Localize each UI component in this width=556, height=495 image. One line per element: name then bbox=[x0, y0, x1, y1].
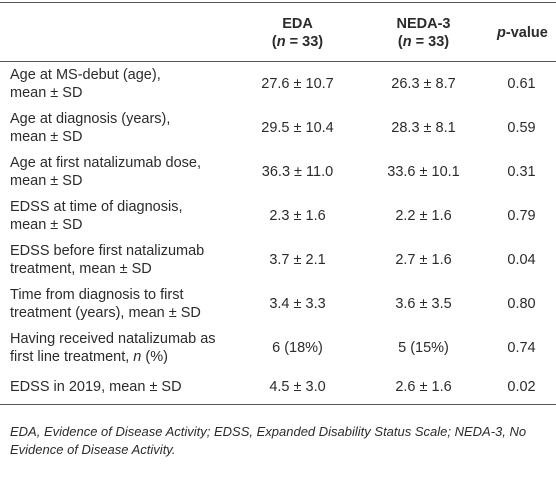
row-label: Age at first natalizumab dose, mean ± SD bbox=[0, 150, 235, 194]
column-header: p-value bbox=[487, 3, 556, 62]
table-cell: 2.3 ± 1.6 bbox=[269, 208, 326, 224]
text-run: mean ± SD bbox=[10, 129, 83, 145]
table-cell: 29.5 ± 10.4 bbox=[261, 120, 334, 136]
row-label: Age at diagnosis (years), mean ± SD bbox=[0, 106, 235, 150]
text-run: p bbox=[497, 25, 506, 41]
text-line: (n = 33) bbox=[245, 33, 350, 51]
table-row: EDSS before first natalizumab treatment, … bbox=[0, 238, 556, 282]
text-line: mean ± SD bbox=[10, 84, 225, 102]
table-cell: 26.3 ± 8.7 bbox=[391, 76, 456, 92]
row-label: Age at MS-debut (age), mean ± SD bbox=[0, 62, 235, 107]
row-label: EDSS in 2019, mean ± SD bbox=[0, 370, 235, 405]
table-cell: 0.04 bbox=[507, 252, 536, 268]
text-run: Having received natalizumab as bbox=[10, 331, 216, 347]
text-line: Having received natalizumab as bbox=[10, 330, 225, 348]
text-line: Age at MS-debut (age), bbox=[10, 66, 225, 84]
text-run: Time from diagnosis to first bbox=[10, 287, 184, 303]
text-run: mean ± SD bbox=[10, 85, 83, 101]
text-run: = 33) bbox=[411, 34, 450, 50]
table-cell: 2.6 ± 1.6 bbox=[395, 379, 452, 395]
table-cell: 0.59 bbox=[507, 120, 536, 136]
text-line: mean ± SD bbox=[10, 172, 225, 190]
text-line: EDSS before first natalizumab bbox=[10, 242, 225, 260]
text-run: mean ± SD bbox=[10, 173, 83, 189]
table-cell: 0.02 bbox=[507, 379, 536, 395]
table-cell: 3.6 ± 3.5 bbox=[395, 296, 452, 312]
table-cell: 3.7 ± 2.1 bbox=[269, 252, 326, 268]
text-line: mean ± SD bbox=[10, 128, 225, 146]
row-label: Time from diagnosis to first treatment (y… bbox=[0, 282, 235, 326]
text-run: mean ± SD bbox=[10, 217, 83, 233]
text-run: treatment (years), mean ± SD bbox=[10, 305, 201, 321]
text-run: ( bbox=[397, 34, 403, 50]
table-cell: 2.7 ± 1.6 bbox=[395, 252, 452, 268]
text-run: Age at diagnosis (years), bbox=[10, 111, 171, 127]
text-line: mean ± SD bbox=[10, 216, 225, 234]
text-run: first line treatment, bbox=[10, 349, 134, 365]
table-row: EDSS at time of diagnosis, mean ± SD 2.3 ±… bbox=[0, 194, 556, 238]
table-cell: 0.80 bbox=[507, 296, 536, 312]
header-row: EDA (n = 33) NEDA-3 (n = 33) p-value bbox=[0, 2, 556, 62]
table-cell: 4.5 ± 3.0 bbox=[269, 379, 326, 395]
table-cell: 3.4 ± 3.3 bbox=[269, 296, 326, 312]
text-line: EDA bbox=[245, 15, 350, 33]
row-label: Having received natalizumab as first line… bbox=[0, 326, 235, 370]
table-cell: 0.61 bbox=[507, 76, 536, 92]
table-row: EDSS in 2019, mean ± SD 4.5 ± 3.0 2.6 ± 1.… bbox=[0, 370, 556, 405]
row-label: EDSS before first natalizumab treatment, … bbox=[0, 238, 235, 282]
text-run: n bbox=[133, 349, 142, 365]
text-line: treatment, mean ± SD bbox=[10, 260, 225, 278]
text-run: n bbox=[402, 34, 412, 50]
text-run: NEDA-3 bbox=[396, 16, 451, 32]
table-row: Time from diagnosis to first treatment (y… bbox=[0, 282, 556, 326]
text-run: treatment, mean ± SD bbox=[10, 261, 152, 277]
table-cell: 6 (18%) bbox=[272, 340, 323, 356]
footnote: EDA, Evidence of Disease Activity; EDSS,… bbox=[10, 424, 527, 457]
column-header: EDA (n = 33) bbox=[235, 3, 360, 62]
table-row: Age at MS-debut (age), mean ± SD 27.6 ± 10… bbox=[0, 62, 556, 107]
text-line: Time from diagnosis to first bbox=[10, 286, 225, 304]
text-run: EDSS before first natalizumab bbox=[10, 243, 205, 259]
table-cell: 28.3 ± 8.1 bbox=[391, 120, 456, 136]
text-run: EDA bbox=[282, 16, 313, 32]
text-line: NEDA-3 bbox=[370, 15, 477, 33]
table-cell: 27.6 ± 10.7 bbox=[261, 76, 334, 92]
data-table: EDA (n = 33) NEDA-3 (n = 33) p-value Age at … bbox=[0, 2, 556, 405]
text-line: EDSS in 2019, mean ± SD bbox=[10, 378, 225, 396]
text-line: Age at first natalizumab dose, bbox=[10, 154, 225, 172]
text-line: p-value bbox=[497, 24, 548, 42]
text-run: = 33) bbox=[285, 34, 324, 50]
text-run: EDSS in 2019, mean ± SD bbox=[10, 379, 182, 395]
text-run: Age at MS-debut (age), bbox=[10, 67, 161, 83]
table-row: Age at diagnosis (years), mean ± SD 29.5 ±… bbox=[0, 106, 556, 150]
table-row: Age at first natalizumab dose, mean ± SD 3… bbox=[0, 150, 556, 194]
table-cell: 0.79 bbox=[507, 208, 536, 224]
text-run: Age at first natalizumab dose, bbox=[10, 155, 202, 171]
text-line: treatment (years), mean ± SD bbox=[10, 304, 225, 322]
table-cell: 0.74 bbox=[507, 340, 536, 356]
text-run: EDSS at time of diagnosis, bbox=[10, 199, 183, 215]
column-header bbox=[0, 3, 235, 62]
text-line: EDSS at time of diagnosis, bbox=[10, 198, 225, 216]
row-label: EDSS at time of diagnosis, mean ± SD bbox=[0, 194, 235, 238]
table-cell: 0.31 bbox=[507, 164, 536, 180]
table-cell: 36.3 ± 11.0 bbox=[261, 164, 334, 180]
text-run: ( bbox=[271, 34, 277, 50]
column-header: NEDA-3 (n = 33) bbox=[360, 3, 487, 62]
text-run: (%) bbox=[141, 349, 168, 365]
text-line: Age at diagnosis (years), bbox=[10, 110, 225, 128]
text-run: n bbox=[276, 34, 286, 50]
table-cell: 2.2 ± 1.6 bbox=[395, 208, 452, 224]
table-row: Having received natalizumab as first line… bbox=[0, 326, 556, 370]
text-run: -value bbox=[505, 25, 548, 41]
table-cell: 5 (15%) bbox=[398, 340, 449, 356]
text-line: (n = 33) bbox=[370, 33, 477, 51]
table-cell: 33.6 ± 10.1 bbox=[387, 164, 460, 180]
text-line: first line treatment, n (%) bbox=[10, 348, 225, 366]
